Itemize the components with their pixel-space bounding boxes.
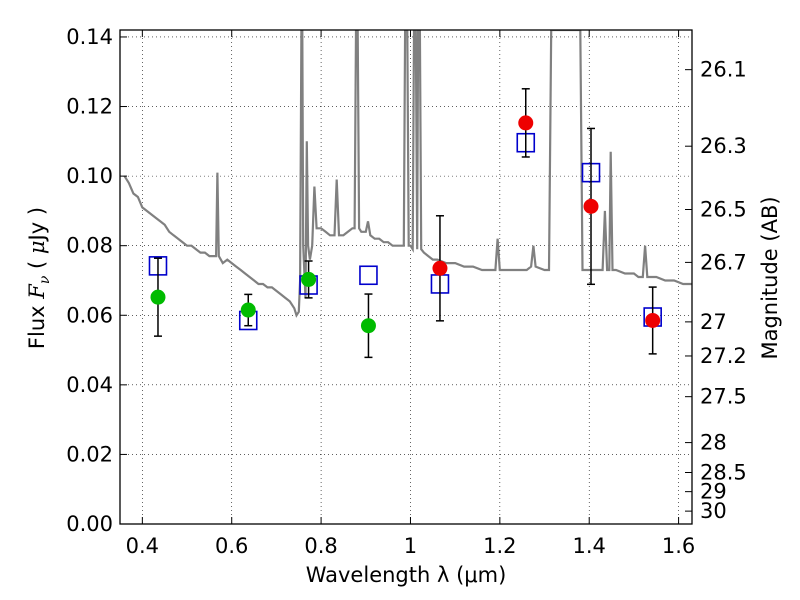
observed-hst-acs-point-0 bbox=[150, 289, 166, 305]
y-tick-label-3: 0.06 bbox=[66, 303, 113, 327]
y-axis-label-symbol: F bbox=[25, 283, 49, 300]
y-tick-label-7: 0.14 bbox=[66, 25, 113, 49]
right-tick-label-10: 30 bbox=[700, 499, 727, 523]
observed-hst-wfc3-point-2 bbox=[583, 198, 599, 214]
y-axis: 0.00 0.02 0.04 0.06 0.08 0.10 0.12 0.14 bbox=[66, 25, 127, 536]
plot-frame bbox=[119, 29, 693, 525]
y-axis-label-mu: μ bbox=[25, 240, 49, 254]
y-tick-label-5: 0.10 bbox=[66, 164, 113, 188]
right-tick-label-8: 28.5 bbox=[700, 461, 747, 485]
right-axis-label: Magnitude (AB) bbox=[758, 196, 782, 359]
observed-hst-acs-point-3 bbox=[360, 318, 376, 334]
x-tick-label-5: 1.4 bbox=[573, 534, 606, 558]
observed-hst-wfc3-point-3 bbox=[645, 312, 661, 328]
plot-area bbox=[123, 30, 692, 359]
observed-hst-acs-point-1 bbox=[240, 302, 256, 318]
right-tick-label-5: 27.2 bbox=[700, 344, 747, 368]
right-tick-label-1: 26.3 bbox=[700, 134, 747, 158]
observed-hst-wfc3-point-1 bbox=[518, 115, 534, 131]
y-axis-label-subscript: ν bbox=[37, 275, 53, 284]
model-spectrum-line bbox=[123, 30, 692, 318]
y-axis-label-flux: Flux bbox=[25, 299, 49, 349]
x-axis-label: Wavelength λ (μm) bbox=[306, 563, 507, 587]
x-tick-label-2: 0.8 bbox=[304, 534, 337, 558]
model-photometry-square-3 bbox=[359, 265, 378, 286]
x-tick-label-6: 1.6 bbox=[662, 534, 695, 558]
right-tick-label-6: 27.5 bbox=[700, 385, 747, 409]
observed-hst-acs-point-2 bbox=[301, 271, 317, 287]
grid bbox=[120, 30, 692, 525]
x-tick-label-4: 1.2 bbox=[483, 534, 516, 558]
y-tick-label-6: 0.12 bbox=[66, 95, 113, 119]
right-tick-label-2: 26.5 bbox=[700, 198, 747, 222]
x-tick-label-0: 0.4 bbox=[126, 534, 159, 558]
right-tick-label-3: 26.7 bbox=[700, 250, 747, 274]
y-tick-label-0: 0.00 bbox=[66, 512, 113, 536]
right-tick-label-4: 27 bbox=[700, 310, 727, 334]
y-tick-label-1: 0.02 bbox=[66, 442, 113, 466]
y-axis-label: Flux Fν ( μJy ) bbox=[25, 207, 53, 349]
x-tick-label-1: 0.6 bbox=[215, 534, 248, 558]
y-tick-label-2: 0.04 bbox=[66, 373, 113, 397]
right-tick-label-7: 28 bbox=[700, 431, 727, 455]
y-axis-label-unit: ( bbox=[25, 254, 49, 276]
data-marks bbox=[123, 30, 692, 359]
observed-hst-wfc3-point-0 bbox=[432, 260, 448, 276]
y-axis-label-unit-end: Jy ) bbox=[25, 207, 49, 243]
x-axis: 0.4 0.6 0.8 1 1.2 1.4 1.6 bbox=[126, 30, 695, 558]
y-tick-label-4: 0.08 bbox=[66, 234, 113, 258]
x-tick-label-3: 1 bbox=[404, 534, 417, 558]
right-tick-label-9: 29 bbox=[700, 480, 727, 504]
right-tick-label-0: 26.1 bbox=[700, 58, 747, 82]
